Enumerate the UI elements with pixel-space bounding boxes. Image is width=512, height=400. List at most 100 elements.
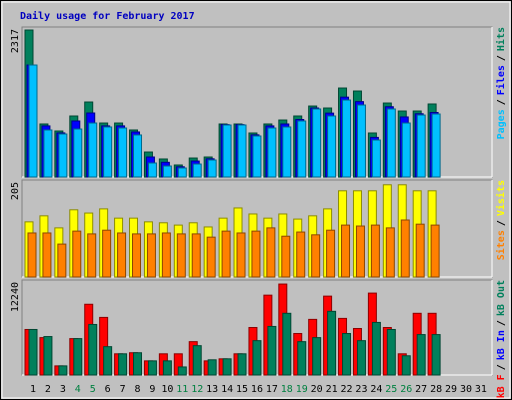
bar (416, 114, 426, 178)
bar (177, 366, 187, 376)
x-tick-label: 11 (176, 384, 188, 395)
bar (73, 128, 83, 178)
bar (371, 321, 381, 376)
bar (282, 312, 292, 376)
bar (251, 230, 261, 278)
bar (430, 224, 440, 278)
x-tick-label: 20 (311, 384, 323, 395)
bar (176, 233, 186, 278)
bar (386, 328, 396, 376)
bar (282, 126, 292, 178)
bar (103, 126, 113, 178)
x-tick-label: 17 (266, 384, 278, 395)
bar (133, 134, 143, 178)
bar (28, 328, 38, 376)
bar (118, 353, 128, 376)
bar (342, 99, 352, 178)
bar (43, 129, 53, 178)
bar (222, 358, 232, 376)
bar (296, 231, 306, 278)
bar (118, 127, 128, 178)
bar (87, 233, 97, 278)
bar (221, 230, 231, 278)
bar (252, 340, 262, 376)
bar (28, 64, 38, 178)
x-tick-label: 13 (206, 384, 218, 395)
legend-entry: kB F (496, 374, 507, 398)
bar (58, 365, 68, 376)
bar (162, 165, 172, 178)
x-tick-label: 4 (75, 384, 81, 395)
legend: Sites / Visits (495, 180, 507, 260)
bar (237, 353, 247, 376)
bar (341, 224, 351, 278)
bar (431, 334, 441, 376)
bar (57, 243, 67, 278)
y-tick-label: 2317 (10, 29, 21, 53)
legend: kB F / kB In / kB Out (496, 280, 507, 398)
bar (401, 355, 411, 376)
x-tick-label: 22 (341, 384, 353, 395)
bar (297, 120, 307, 178)
bar (102, 229, 112, 278)
bar (416, 334, 426, 376)
bar (88, 323, 98, 376)
x-tick-label: 21 (326, 384, 338, 395)
x-tick-label: 24 (370, 384, 382, 395)
bar (132, 233, 142, 278)
x-tick-label: 5 (90, 384, 96, 395)
bar (415, 223, 425, 278)
x-tick-label: 18 (281, 384, 293, 395)
bar (342, 333, 352, 376)
x-tick-label: 27 (415, 384, 427, 395)
bar (207, 159, 217, 178)
x-tick-label: 7 (120, 384, 126, 395)
bar (281, 235, 291, 278)
x-tick-label: 16 (251, 384, 263, 395)
x-tick-label: 29 (445, 384, 457, 395)
bar (371, 139, 381, 178)
bar (236, 232, 246, 278)
x-tick-label: 8 (134, 384, 140, 395)
legend-entry: Sites (495, 230, 507, 260)
bar (327, 115, 337, 178)
bar (385, 227, 395, 278)
bar (267, 325, 277, 376)
legend-separator: / (496, 55, 507, 61)
bar (206, 236, 216, 278)
bar (177, 167, 187, 178)
x-tick-label: 1 (30, 384, 36, 395)
bar (267, 127, 277, 178)
legend-entry: Visits (495, 180, 507, 216)
legend-entry: Pages (496, 109, 507, 139)
bar (431, 113, 441, 178)
bar (207, 359, 217, 376)
legend-entry: kB Out (496, 280, 507, 316)
x-tick-label: 31 (475, 384, 487, 395)
x-tick-label: 6 (105, 384, 111, 395)
bar (43, 336, 53, 376)
x-tick-label: 26 (400, 384, 412, 395)
bar (117, 232, 127, 278)
x-tick-label: 10 (161, 384, 173, 395)
bar (191, 233, 201, 278)
x-tick-label: 28 (430, 384, 442, 395)
x-tick-label: 30 (460, 384, 472, 395)
x-tick-label: 15 (236, 384, 248, 395)
bar (161, 232, 171, 278)
x-tick-label: 2 (45, 384, 51, 395)
bar (297, 341, 307, 376)
x-tick-label: 3 (60, 384, 66, 395)
bar (103, 346, 113, 376)
bar (400, 219, 410, 278)
y-tick-label: 205 (10, 182, 21, 200)
x-tick-label: 19 (296, 384, 308, 395)
legend-separator: / (496, 320, 507, 326)
y-tick-label: 12240 (10, 282, 21, 312)
bar (266, 227, 276, 278)
bar (356, 340, 366, 376)
x-tick-label: 9 (149, 384, 155, 395)
bar (356, 104, 366, 178)
bar (27, 232, 37, 278)
